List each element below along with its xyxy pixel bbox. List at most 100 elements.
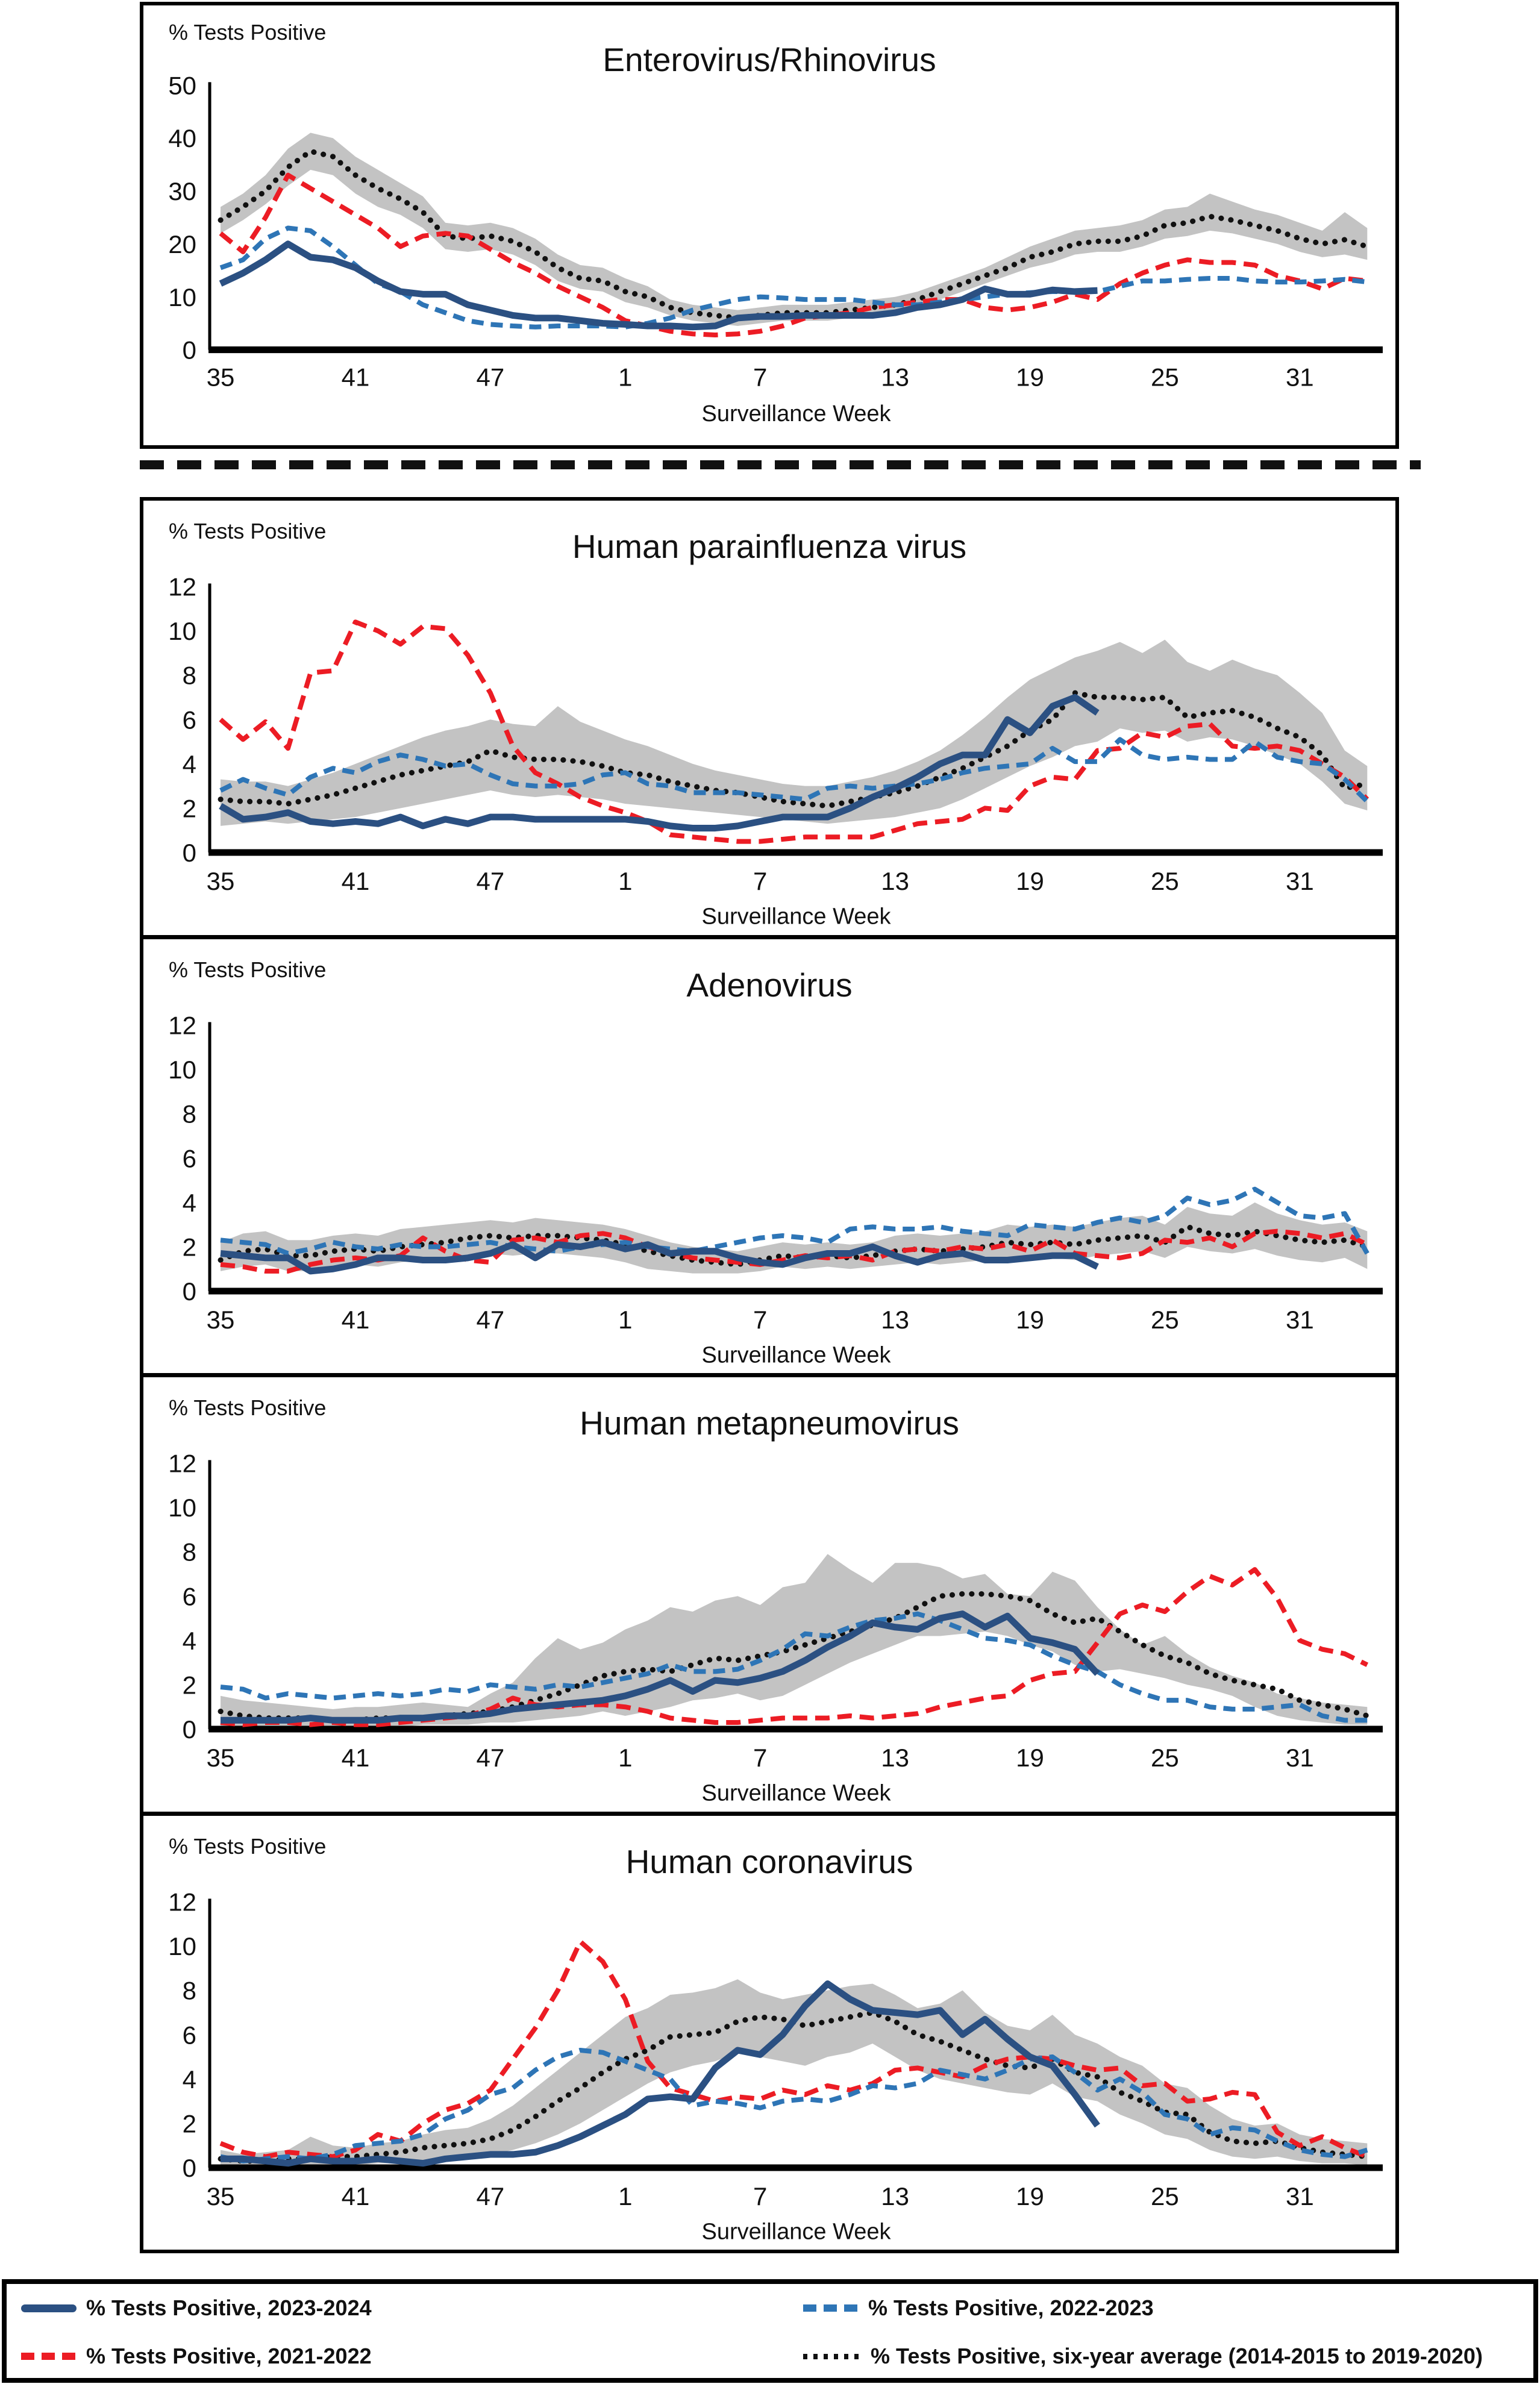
- x-tick-label: 19: [1016, 2182, 1044, 2210]
- x-axis-title: Surveillance Week: [701, 904, 891, 929]
- x-tick-label: 1: [618, 1744, 632, 1772]
- chart-title: Enterovirus/Rhinovirus: [603, 41, 936, 78]
- y-tick-label: 12: [168, 1011, 196, 1039]
- y-tick-label: 8: [183, 1538, 196, 1566]
- series-navy: [219, 693, 1100, 832]
- x-axis-title: Surveillance Week: [702, 401, 892, 427]
- y-axis-title: % Tests Positive: [169, 957, 327, 982]
- y-axis-title: % Tests Positive: [169, 519, 327, 543]
- y-tick-label: 30: [168, 177, 196, 205]
- x-tick-label: 13: [881, 2182, 909, 2210]
- x-tick-label: 7: [753, 1306, 767, 1334]
- x-tick-label: 31: [1286, 363, 1314, 392]
- legend: % Tests Positive, 2023-2024 % Tests Posi…: [2, 2279, 1538, 2383]
- x-tick-label: 47: [477, 2182, 505, 2210]
- x-axis-title: Surveillance Week: [701, 1342, 891, 1368]
- chart-title: Human parainfluenza virus: [572, 528, 967, 565]
- y-tick-label: 2: [183, 1233, 196, 1261]
- x-tick-label: 1: [618, 1306, 632, 1334]
- y-tick-label: 20: [168, 230, 196, 258]
- x-tick-label: 1: [618, 867, 632, 895]
- series-blue: [220, 1611, 1368, 1723]
- y-tick-label: 10: [168, 283, 196, 311]
- x-tick-label: 25: [1151, 363, 1179, 392]
- legend-label: % Tests Positive, 2021-2022: [86, 2344, 372, 2368]
- x-tick-label: 47: [477, 1744, 505, 1772]
- x-tick-label: 7: [753, 1744, 767, 1772]
- x-tick-label: 19: [1016, 867, 1044, 895]
- chart-title: Human coronavirus: [625, 1842, 913, 1880]
- y-tick-label: 10: [168, 1932, 196, 1960]
- x-tick-label: 41: [342, 363, 370, 392]
- y-axis-title: % Tests Positive: [169, 20, 327, 45]
- legend-item-six-year-average: % Tests Positive, six-year average (2014…: [803, 2343, 1483, 2370]
- chart-human-metapneumovirus: 0 2 4 6 8 10 12 35 41 47 1 7 13 19 25 31 Surveillance We…: [168, 1449, 1383, 1806]
- series-blue: [219, 737, 1369, 804]
- y-tick-label: 0: [183, 839, 196, 867]
- x-tick-label: 35: [207, 363, 235, 392]
- y-tick-label: 4: [183, 1188, 196, 1216]
- x-tick-label: 35: [207, 2182, 235, 2210]
- x-tick-label: 25: [1151, 1306, 1179, 1334]
- y-tick-label: 8: [183, 662, 196, 690]
- x-tick-label: 25: [1151, 2182, 1179, 2210]
- x-tick-label: 47: [477, 1306, 505, 1334]
- y-tick-label: 10: [168, 617, 196, 645]
- y-tick-label: 4: [183, 750, 196, 778]
- x-tick-label: 1: [618, 363, 632, 392]
- y-tick-label: 6: [183, 705, 196, 734]
- legend-swatch-dashed-blue: [803, 2304, 859, 2312]
- y-tick-label: 8: [183, 1976, 196, 2004]
- y-tick-label: 2: [183, 1671, 196, 1699]
- x-tick-label: 31: [1286, 867, 1314, 895]
- x-tick-label: 13: [881, 1306, 909, 1334]
- x-tick-label: 7: [753, 867, 767, 895]
- x-tick-label: 31: [1286, 1306, 1314, 1334]
- y-axis-title: % Tests Positive: [169, 1395, 327, 1420]
- legend-swatch-dashed-red: [21, 2353, 77, 2360]
- x-tick-label: 7: [753, 363, 767, 392]
- x-tick-label: 13: [881, 1744, 909, 1772]
- legend-swatch-solid-navy: [21, 2304, 77, 2312]
- x-tick-label: 25: [1151, 867, 1179, 895]
- series-navy: [221, 1610, 1100, 1724]
- series-blue: [220, 1186, 1369, 1256]
- panel-group-other-viruses: % Tests Positive Human parainfluenza vir…: [140, 497, 1399, 2253]
- legend-label: % Tests Positive, 2023-2024: [86, 2295, 372, 2320]
- x-tick-label: 19: [1016, 363, 1044, 392]
- chart-title: Human metapneumovirus: [580, 1404, 959, 1442]
- panel-human-parainfluenza-virus: % Tests Positive Human parainfluenza vir…: [143, 501, 1395, 935]
- series-avg: [218, 690, 1370, 809]
- y-axis-title: % Tests Positive: [169, 1833, 327, 1859]
- x-tick-label: 47: [477, 867, 505, 895]
- y-tick-label: 10: [168, 1056, 196, 1084]
- series-red: [219, 172, 1368, 337]
- x-axis-title: Surveillance Week: [701, 2219, 891, 2244]
- legend-item-2023-2024: % Tests Positive, 2023-2024: [21, 2295, 372, 2321]
- y-tick-label: 0: [183, 336, 196, 364]
- x-tick-label: 19: [1016, 1744, 1044, 1772]
- x-tick-label: 25: [1151, 1744, 1179, 1772]
- legend-label: % Tests Positive, 2022-2023: [868, 2295, 1154, 2320]
- y-tick-label: 4: [183, 1627, 196, 1655]
- panel-adenovirus: % Tests Positive Adenovirus 0 2 4 6 8 10 12 35 4…: [143, 934, 1395, 1373]
- y-tick-label: 2: [183, 2109, 196, 2138]
- x-tick-label: 41: [342, 867, 370, 895]
- y-tick-label: 8: [183, 1100, 196, 1128]
- panel-enterovirus-rhinovirus: % Tests Positive Enterovirus/Rhinovirus …: [140, 2, 1399, 449]
- x-tick-label: 35: [207, 1306, 235, 1334]
- x-tick-label: 47: [477, 363, 505, 392]
- chart-enterovirus-rhinovirus: 0 10 20 30 40 50 35 41 47 1 7 13 19 25 31 Surveillance …: [168, 71, 1383, 427]
- y-tick-label: 12: [168, 1449, 196, 1477]
- y-tick-label: 6: [183, 2021, 196, 2049]
- x-tick-label: 31: [1286, 1744, 1314, 1772]
- six-year-range-band: [221, 639, 1368, 826]
- x-tick-label: 1: [618, 2182, 632, 2210]
- chart-title: Adenovirus: [686, 966, 853, 1004]
- chart-adenovirus: 0 2 4 6 8 10 12 35 41 47 1 7 13 19 25 31 Surveillance We…: [168, 1011, 1383, 1368]
- x-tick-label: 31: [1286, 2182, 1314, 2210]
- y-tick-label: 2: [183, 794, 196, 822]
- legend-item-2022-2023: % Tests Positive, 2022-2023: [803, 2295, 1154, 2321]
- y-tick-label: 12: [168, 1888, 196, 1916]
